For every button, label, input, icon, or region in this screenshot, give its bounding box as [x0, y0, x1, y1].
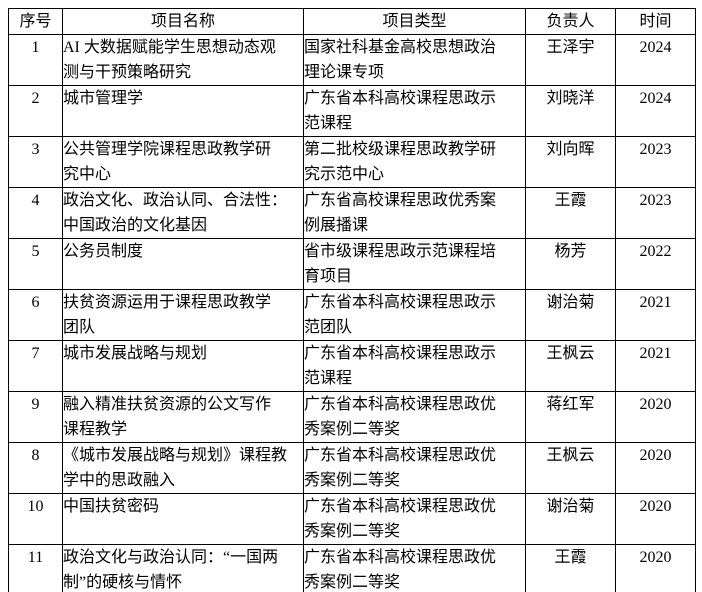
- cell-person-in-charge: 王霞: [525, 544, 616, 592]
- column-header-project-type: 项目类型: [303, 8, 526, 35]
- table-row: 1 AI 大数据赋能学生思想动态观 测与干预策略研究 国家社科基金高校思想政治 …: [8, 34, 696, 86]
- cell-serial-number: 2: [8, 85, 63, 137]
- cell-serial-number: 9: [8, 391, 63, 443]
- column-header-project-name: 项目名称: [62, 8, 304, 35]
- cell-person-in-charge: 蒋红军: [525, 391, 616, 443]
- cell-serial-number: 7: [8, 340, 63, 392]
- cell-project-type: 省市级课程思政示范课程培 育项目: [303, 238, 526, 290]
- cell-project-name: 《城市发展战略与规划》课程教 学中的思政融入: [62, 442, 304, 494]
- table-row: 4 政治文化、政治认同、合法性： 中国政治的文化基因 广东省高校课程思政优秀案 …: [8, 187, 696, 239]
- header-row: 序号 项目名称 项目类型 负责人 时间: [8, 8, 696, 35]
- cell-project-type: 广东省本科高校课程思政优 秀案例二等奖: [303, 442, 526, 494]
- cell-project-type: 广东省本科高校课程思政示 范团队: [303, 289, 526, 341]
- cell-person-in-charge: 王枫云: [525, 340, 616, 392]
- cell-year: 2023: [615, 136, 696, 188]
- cell-serial-number: 3: [8, 136, 63, 188]
- cell-project-type: 广东省本科高校课程思政示 范课程: [303, 340, 526, 392]
- cell-project-type: 广东省本科高校课程思政示 范课程: [303, 85, 526, 137]
- cell-project-name: 扶贫资源运用于课程思政教学 团队: [62, 289, 304, 341]
- cell-project-name: 中国扶贫密码: [62, 493, 304, 545]
- cell-year: 2020: [615, 442, 696, 494]
- cell-year: 2021: [615, 340, 696, 392]
- cell-project-type: 广东省本科高校课程思政优 秀案例二等奖: [303, 544, 526, 592]
- cell-serial-number: 4: [8, 187, 63, 239]
- cell-project-name: 政治文化、政治认同、合法性： 中国政治的文化基因: [62, 187, 304, 239]
- cell-serial-number: 5: [8, 238, 63, 290]
- cell-year: 2021: [615, 289, 696, 341]
- cell-project-type: 广东省高校课程思政优秀案 例展播课: [303, 187, 526, 239]
- table-row: 6 扶贫资源运用于课程思政教学 团队 广东省本科高校课程思政示 范团队 谢治菊 …: [8, 289, 696, 341]
- cell-year: 2020: [615, 544, 696, 592]
- cell-year: 2020: [615, 391, 696, 443]
- cell-project-type: 国家社科基金高校思想政治 理论课专项: [303, 34, 526, 86]
- cell-year: 2024: [615, 85, 696, 137]
- table-row: 11 政治文化与政治认同：“一国两 制”的硬核与情怀 广东省本科高校课程思政优 …: [8, 544, 696, 592]
- cell-project-name: AI 大数据赋能学生思想动态观 测与干预策略研究: [62, 34, 304, 86]
- cell-project-name: 融入精准扶贫资源的公文写作 课程教学: [62, 391, 304, 443]
- table-row: 5 公务员制度 省市级课程思政示范课程培 育项目 杨芳 2022: [8, 238, 696, 290]
- table-row: 3 公共管理学院课程思政教学研 究中心 第二批校级课程思政教学研 究示范中心 刘…: [8, 136, 696, 188]
- table-row: 10 中国扶贫密码 广东省本科高校课程思政优 秀案例二等奖 谢治菊 2020: [8, 493, 696, 545]
- projects-table: 序号 项目名称 项目类型 负责人 时间 1 AI 大数据赋能学生思想动态观 测与…: [8, 8, 696, 592]
- cell-year: 2023: [615, 187, 696, 239]
- cell-person-in-charge: 杨芳: [525, 238, 616, 290]
- column-header-no: 序号: [8, 8, 63, 35]
- table-row: 8 《城市发展战略与规划》课程教 学中的思政融入 广东省本科高校课程思政优 秀案…: [8, 442, 696, 494]
- column-header-person: 负责人: [525, 8, 616, 35]
- cell-person-in-charge: 王霞: [525, 187, 616, 239]
- cell-person-in-charge: 刘晓洋: [525, 85, 616, 137]
- cell-year: 2020: [615, 493, 696, 545]
- cell-serial-number: 10: [8, 493, 63, 545]
- cell-project-name: 政治文化与政治认同：“一国两 制”的硬核与情怀: [62, 544, 304, 592]
- cell-person-in-charge: 王泽宇: [525, 34, 616, 86]
- cell-serial-number: 8: [8, 442, 63, 494]
- cell-person-in-charge: 王枫云: [525, 442, 616, 494]
- cell-year: 2022: [615, 238, 696, 290]
- cell-project-name: 城市管理学: [62, 85, 304, 137]
- cell-project-name: 公务员制度: [62, 238, 304, 290]
- table-row: 9 融入精准扶贫资源的公文写作 课程教学 广东省本科高校课程思政优 秀案例二等奖…: [8, 391, 696, 443]
- cell-year: 2024: [615, 34, 696, 86]
- cell-project-type: 广东省本科高校课程思政优 秀案例二等奖: [303, 391, 526, 443]
- cell-project-name: 城市发展战略与规划: [62, 340, 304, 392]
- cell-project-name: 公共管理学院课程思政教学研 究中心: [62, 136, 304, 188]
- cell-person-in-charge: 谢治菊: [525, 289, 616, 341]
- cell-project-type: 广东省本科高校课程思政优 秀案例二等奖: [303, 493, 526, 545]
- cell-person-in-charge: 刘向晖: [525, 136, 616, 188]
- table-row: 7 城市发展战略与规划 广东省本科高校课程思政示 范课程 王枫云 2021: [8, 340, 696, 392]
- table-row: 2 城市管理学 广东省本科高校课程思政示 范课程 刘晓洋 2024: [8, 85, 696, 137]
- cell-person-in-charge: 谢治菊: [525, 493, 616, 545]
- cell-serial-number: 6: [8, 289, 63, 341]
- column-header-year: 时间: [615, 8, 696, 35]
- table-body: 1 AI 大数据赋能学生思想动态观 测与干预策略研究 国家社科基金高校思想政治 …: [8, 34, 696, 592]
- cell-project-type: 第二批校级课程思政教学研 究示范中心: [303, 136, 526, 188]
- cell-serial-number: 11: [8, 544, 63, 592]
- cell-serial-number: 1: [8, 34, 63, 86]
